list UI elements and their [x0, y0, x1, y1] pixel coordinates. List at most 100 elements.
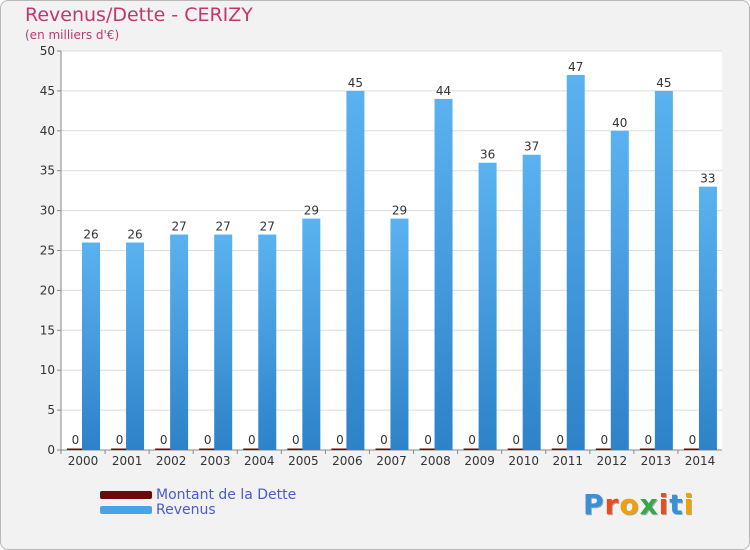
- data-label-revenue: 29: [304, 204, 319, 218]
- logo-letter: t: [669, 488, 684, 521]
- bar-debt: [507, 448, 525, 450]
- data-label-debt: 0: [424, 433, 432, 447]
- logo-letter: i: [683, 488, 695, 521]
- data-label-revenue: 27: [216, 220, 231, 234]
- x-tick-label: 2004: [244, 454, 275, 468]
- x-tick-label: 2006: [332, 454, 363, 468]
- y-tick-label: 15: [40, 323, 55, 337]
- x-tick-label: 2010: [508, 454, 539, 468]
- bar-debt: [243, 448, 261, 450]
- data-label-debt: 0: [248, 433, 256, 447]
- data-label-revenue: 27: [260, 220, 275, 234]
- legend-item-revenue: Revenus: [100, 502, 216, 518]
- data-label-debt: 0: [336, 433, 344, 447]
- bar-revenue: [566, 74, 585, 450]
- bar-revenue: [214, 234, 233, 450]
- bar-debt: [287, 448, 305, 450]
- data-label-revenue: 40: [612, 116, 627, 130]
- logo-letter: i: [658, 488, 670, 521]
- bar-revenue: [478, 162, 497, 450]
- chart-title: Revenus/Dette - CERIZY: [25, 4, 253, 26]
- data-label-debt: 0: [116, 433, 124, 447]
- legend-swatch-debt: [100, 491, 152, 499]
- x-tick-label: 2000: [68, 454, 99, 468]
- bar-revenue: [82, 242, 100, 450]
- data-label-revenue: 44: [436, 84, 451, 98]
- bar-debt: [595, 448, 613, 450]
- bar-revenue: [654, 90, 673, 451]
- data-label-debt: 0: [689, 433, 697, 447]
- data-label-revenue: 29: [392, 204, 407, 218]
- bar-revenue: [258, 234, 277, 450]
- legend-label-revenue: Revenus: [156, 502, 216, 518]
- y-tick-label: 5: [47, 403, 55, 417]
- y-tick-label: 40: [40, 124, 55, 138]
- bar-debt: [199, 448, 217, 450]
- logo-letter: r: [604, 488, 620, 521]
- bar-revenue: [698, 186, 717, 450]
- chart-subtitle: (en milliers d'€): [25, 28, 120, 42]
- y-tick-label: 45: [40, 84, 55, 98]
- bar-debt: [639, 448, 657, 450]
- data-label-debt: 0: [600, 433, 608, 447]
- bar-debt: [551, 448, 569, 450]
- data-label-debt: 0: [556, 433, 564, 447]
- proxiti-logo: Proxiti: [583, 488, 694, 521]
- bar-revenue: [346, 90, 365, 451]
- data-label-revenue: 26: [127, 228, 142, 242]
- legend-swatch-revenue: [100, 506, 152, 514]
- data-label-revenue: 37: [524, 140, 539, 154]
- y-tick-label: 30: [40, 204, 55, 218]
- data-label-revenue: 45: [656, 76, 671, 90]
- bar-debt: [67, 448, 84, 450]
- x-tick-label: 2002: [156, 454, 187, 468]
- data-label-debt: 0: [380, 433, 388, 447]
- bar-debt: [331, 448, 349, 450]
- bar-debt: [155, 448, 173, 450]
- x-tick-label: 2001: [112, 454, 143, 468]
- legend-label-debt: Montant de la Dette: [156, 487, 297, 503]
- data-label-debt: 0: [204, 433, 212, 447]
- x-tick-label: 2007: [376, 454, 407, 468]
- y-tick-label: 10: [40, 363, 55, 377]
- bar-debt: [463, 448, 481, 450]
- x-tick-label: 2003: [200, 454, 231, 468]
- x-tick-label: 2014: [685, 454, 716, 468]
- bar-revenue: [170, 234, 189, 450]
- data-label-debt: 0: [512, 433, 520, 447]
- x-tick-label: 2005: [288, 454, 319, 468]
- bar-debt: [683, 448, 701, 450]
- data-label-revenue: 33: [700, 172, 715, 186]
- bar-revenue: [126, 242, 145, 450]
- data-label-debt: 0: [645, 433, 653, 447]
- data-label-revenue: 45: [348, 76, 363, 90]
- bar-debt: [111, 448, 129, 450]
- bar-revenue: [390, 218, 409, 450]
- data-label-debt: 0: [72, 433, 80, 447]
- y-tick-label: 25: [40, 244, 55, 258]
- x-tick-label: 2011: [552, 454, 583, 468]
- x-tick-label: 2012: [597, 454, 628, 468]
- bar-revenue: [610, 130, 629, 451]
- data-label-revenue: 36: [480, 148, 495, 162]
- x-tick-label: 2008: [420, 454, 451, 468]
- y-tick-label: 35: [40, 164, 55, 178]
- data-label-revenue: 47: [568, 60, 583, 74]
- logo-letter: P: [583, 488, 605, 521]
- legend-item-debt: Montant de la Dette: [100, 487, 296, 503]
- bar-revenue: [434, 98, 453, 450]
- bar-debt: [419, 448, 437, 450]
- y-tick-label: 50: [40, 44, 55, 58]
- bar-revenue: [302, 218, 321, 450]
- data-label-debt: 0: [468, 433, 476, 447]
- bar-revenue: [522, 154, 541, 451]
- y-tick-label: 20: [40, 283, 55, 297]
- logo-letter: x: [639, 488, 659, 521]
- logo-letter: o: [619, 488, 640, 521]
- data-label-debt: 0: [160, 433, 168, 447]
- data-label-debt: 0: [292, 433, 300, 447]
- y-tick-label: 0: [47, 443, 55, 457]
- data-label-revenue: 26: [83, 228, 98, 242]
- data-label-revenue: 27: [171, 220, 186, 234]
